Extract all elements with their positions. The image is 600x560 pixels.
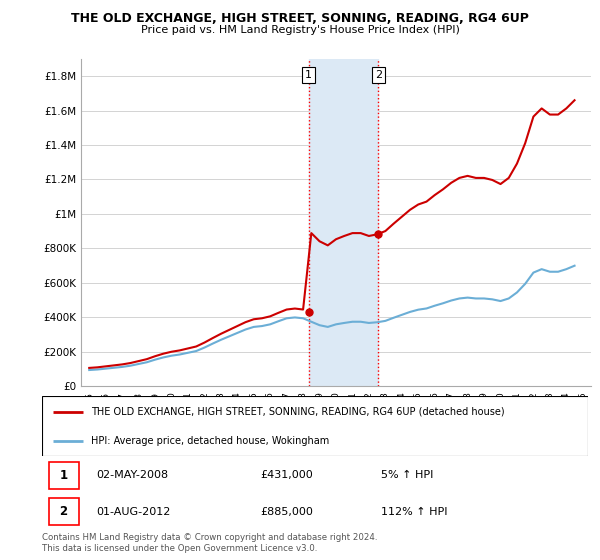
Text: 2: 2: [59, 505, 68, 518]
Text: £885,000: £885,000: [260, 507, 313, 517]
Text: THE OLD EXCHANGE, HIGH STREET, SONNING, READING, RG4 6UP: THE OLD EXCHANGE, HIGH STREET, SONNING, …: [71, 12, 529, 25]
Text: THE OLD EXCHANGE, HIGH STREET, SONNING, READING, RG4 6UP (detached house): THE OLD EXCHANGE, HIGH STREET, SONNING, …: [91, 407, 505, 417]
Text: Contains HM Land Registry data © Crown copyright and database right 2024.
This d: Contains HM Land Registry data © Crown c…: [42, 533, 377, 553]
Bar: [308, 59, 379, 386]
Text: Price paid vs. HM Land Registry's House Price Index (HPI): Price paid vs. HM Land Registry's House …: [140, 25, 460, 35]
Text: 112% ↑ HPI: 112% ↑ HPI: [380, 507, 447, 517]
Text: 2: 2: [375, 70, 382, 80]
Bar: [49, 498, 79, 525]
Bar: [49, 462, 79, 488]
Text: 1: 1: [59, 469, 68, 482]
Text: HPI: Average price, detached house, Wokingham: HPI: Average price, detached house, Woki…: [91, 436, 329, 446]
Text: 02-MAY-2008: 02-MAY-2008: [97, 470, 169, 480]
Text: £431,000: £431,000: [260, 470, 313, 480]
Text: 01-AUG-2012: 01-AUG-2012: [97, 507, 171, 517]
Text: 5% ↑ HPI: 5% ↑ HPI: [380, 470, 433, 480]
Text: 1: 1: [305, 70, 312, 80]
